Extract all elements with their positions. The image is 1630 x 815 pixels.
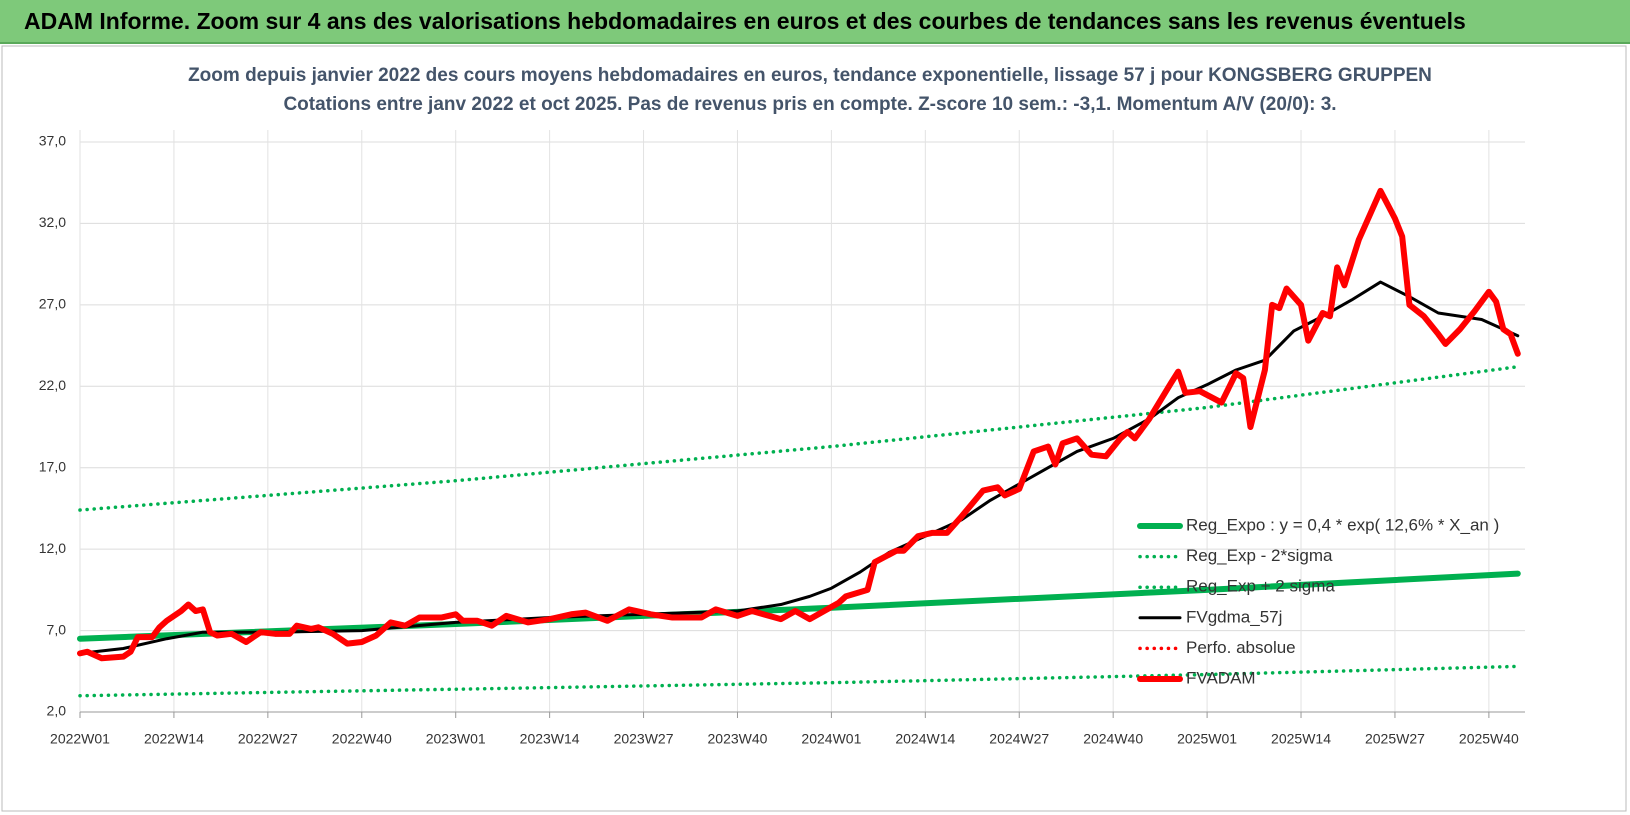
x-tick-label: 2022W01 [50,731,110,747]
x-tick-label: 2023W14 [520,731,580,747]
legend-label: FVgdma_57j [1186,607,1282,626]
series-line [77,187,1521,662]
header-bar: ADAM Informe. Zoom sur 4 ans des valoris… [0,0,1630,44]
x-tick-label: 2023W27 [614,731,674,747]
header-title: ADAM Informe. Zoom sur 4 ans des valoris… [24,8,1466,34]
legend-label: FVADAM [1186,668,1256,687]
series-line [78,364,1520,512]
x-tick-label: 2024W40 [1083,731,1143,747]
y-tick-label: 32,0 [39,214,66,230]
y-tick-label: 17,0 [39,458,66,474]
y-tick-label: 22,0 [39,377,66,393]
chart-subtitle: Cotations entre janv 2022 et oct 2025. P… [283,94,1336,115]
chart: Zoom depuis janvier 2022 des cours moyen… [1,45,1627,812]
x-tick-label: 2023W40 [708,731,768,747]
x-tick-label: 2023W01 [426,731,486,747]
x-tick-label: 2022W40 [332,731,392,747]
x-tick-label: 2024W27 [989,731,1049,747]
x-tick-label: 2025W14 [1271,731,1331,747]
x-tick-label: 2022W14 [144,731,204,747]
x-tick-label: 2025W27 [1365,731,1425,747]
x-tick-label: 2024W01 [801,731,861,747]
x-tick-label: 2024W14 [895,731,955,747]
x-tick-label: 2025W01 [1177,731,1237,747]
chart-frame [1,45,1627,812]
y-tick-label: 2,0 [47,703,67,719]
x-tick-label: 2022W27 [238,731,298,747]
chart-title: Zoom depuis janvier 2022 des cours moyen… [188,65,1432,86]
y-tick-label: 37,0 [39,133,66,149]
series-line [78,664,1520,698]
legend-label: Reg_Expo : y = 0,4 * exp( 12,6% * X_an ) [1186,515,1499,534]
legend-label: Perfo. absolue [1186,638,1296,657]
y-tick-label: 7,0 [47,621,67,637]
y-tick-label: 12,0 [39,540,66,556]
y-tick-label: 27,0 [39,296,66,312]
x-tick-label: 2025W40 [1459,731,1519,747]
legend-label: Reg_Exp - 2*sigma [1186,546,1333,565]
legend-label: Reg_Exp + 2 sigma [1186,577,1335,596]
